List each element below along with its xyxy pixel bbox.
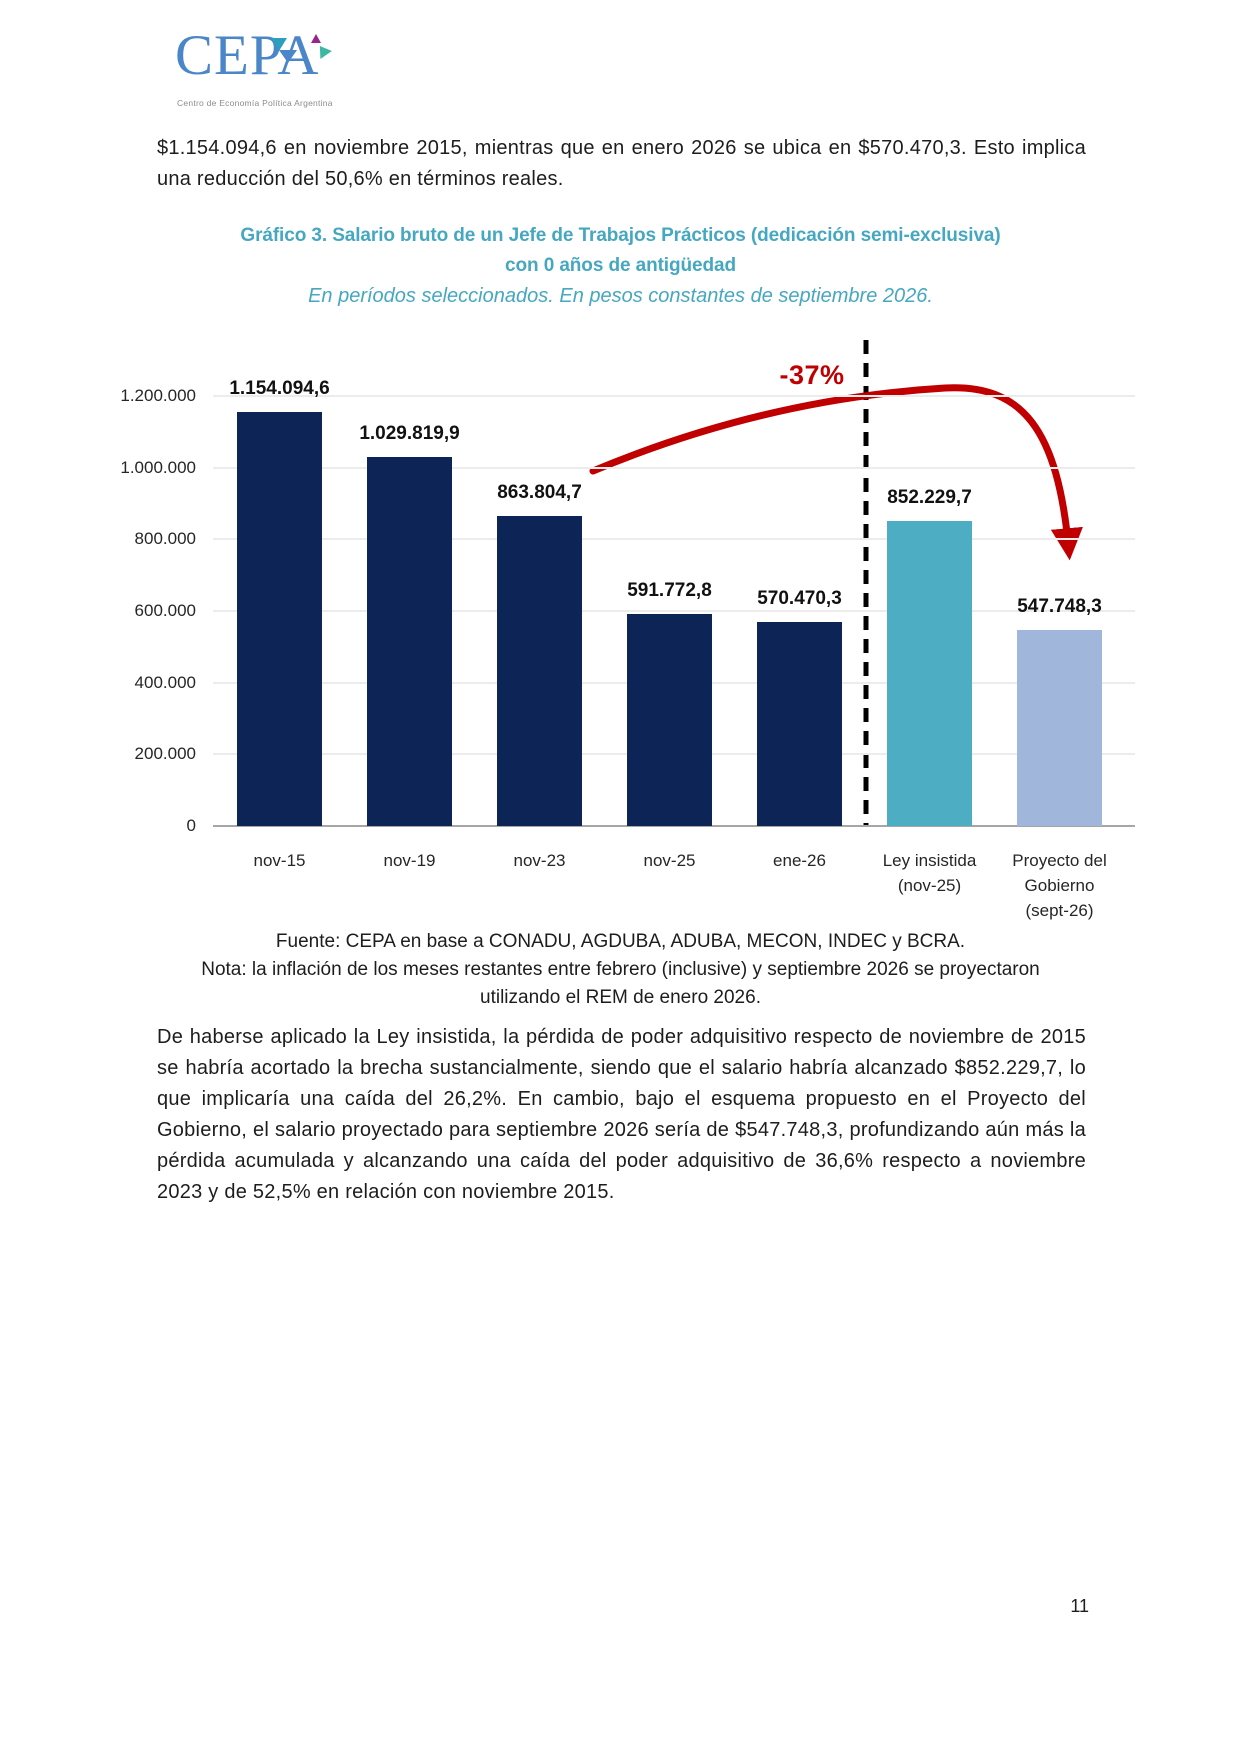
chart-title-line1: Gráfico 3. Salario bruto de un Jefe de T… [240,225,1001,246]
bar-nov-25 [627,613,712,826]
decline-percentage-label: -37% [779,360,845,390]
y-axis-tick-label: 1.000.000 [120,457,196,477]
bar-nov-15 [237,412,322,826]
chart-footnotes: Fuente: CEPA en base a CONADU, AGDUBA, A… [0,928,1241,1012]
y-axis-tick-label: 600.000 [134,601,196,620]
x-axis-line [213,825,1135,827]
x-axis-category-label: nov-19 [383,851,436,870]
x-axis-category-label: nov-23 [513,851,566,870]
y-axis-tick-label: 1.200.000 [120,386,196,405]
logo-triangle-teal-icon [271,38,287,51]
x-axis-category-label: Ley insistida (nov-25) [882,851,977,895]
y-gridline [213,466,1135,469]
x-axis-category-label: ene-26 [773,851,826,870]
bar-ene-26 [757,621,842,826]
decline-arrow [589,384,1083,561]
source-note: Fuente: CEPA en base a CONADU, AGDUBA, A… [275,931,966,952]
bar-value-label: 591.772,8 [627,579,712,601]
bar-value-label: 863.804,7 [497,482,582,504]
bar-value-label: 547.748,3 [1017,595,1102,617]
bar-value-label: 1.154.094,6 [229,378,330,400]
cepa-logo: CEPA Centro de Economía Política Argenti… [175,26,375,116]
bar-Proyecto del [1017,629,1102,826]
cepa-logo-tagline: Centro de Economía Política Argentina [177,98,333,108]
y-gridline [213,538,1135,541]
page-number: 11 [1070,1596,1089,1616]
chart-title-block: Gráfico 3. Salario bruto de un Jefe de T… [0,221,1241,311]
bar-value-label: 1.029.819,9 [359,422,460,444]
logo-triangle-blue-icon [279,50,297,63]
chart-subtitle: En períodos seleccionados. En pesos cons… [308,285,933,307]
y-axis-tick-label: 0 [186,816,196,835]
body-paragraph: De haberse aplicado la Ley insistida, la… [157,1026,1086,1203]
methodology-note: Nota: la inflación de los meses restante… [201,959,1040,1008]
bar-chart: -37% 0 200.000 400.000 600.000 800.000 1.000.… [0,310,1241,950]
bar-value-label: 570.470,3 [757,587,842,609]
y-axis-tick-label: 200.000 [134,744,196,764]
y-axis-tick-label: 400.000 [134,672,196,692]
y-axis-tick-label: 800.000 [134,529,196,549]
bar-nov-23 [497,516,582,826]
x-axis-category-label: nov-25 [643,851,696,870]
logo-triangle-purple-icon [311,34,321,43]
y-gridline [213,395,1135,397]
y-gridline [213,610,1135,612]
bar-value-label: 852.229,7 [887,486,972,508]
x-axis-category-label: nov-15 [253,851,306,870]
intro-paragraph: $1.154.094,6 en noviembre 2015, mientras… [157,137,1086,190]
bar-nov-19 [367,456,452,826]
x-axis-category-label: Proyecto del Gobierno (sept-26) [1012,851,1107,920]
cepa-logo-wordmark: CEPA [175,24,320,87]
bar-Ley insistida [887,520,972,826]
chart-title-line2: con 0 años de antigüedad [505,255,736,276]
